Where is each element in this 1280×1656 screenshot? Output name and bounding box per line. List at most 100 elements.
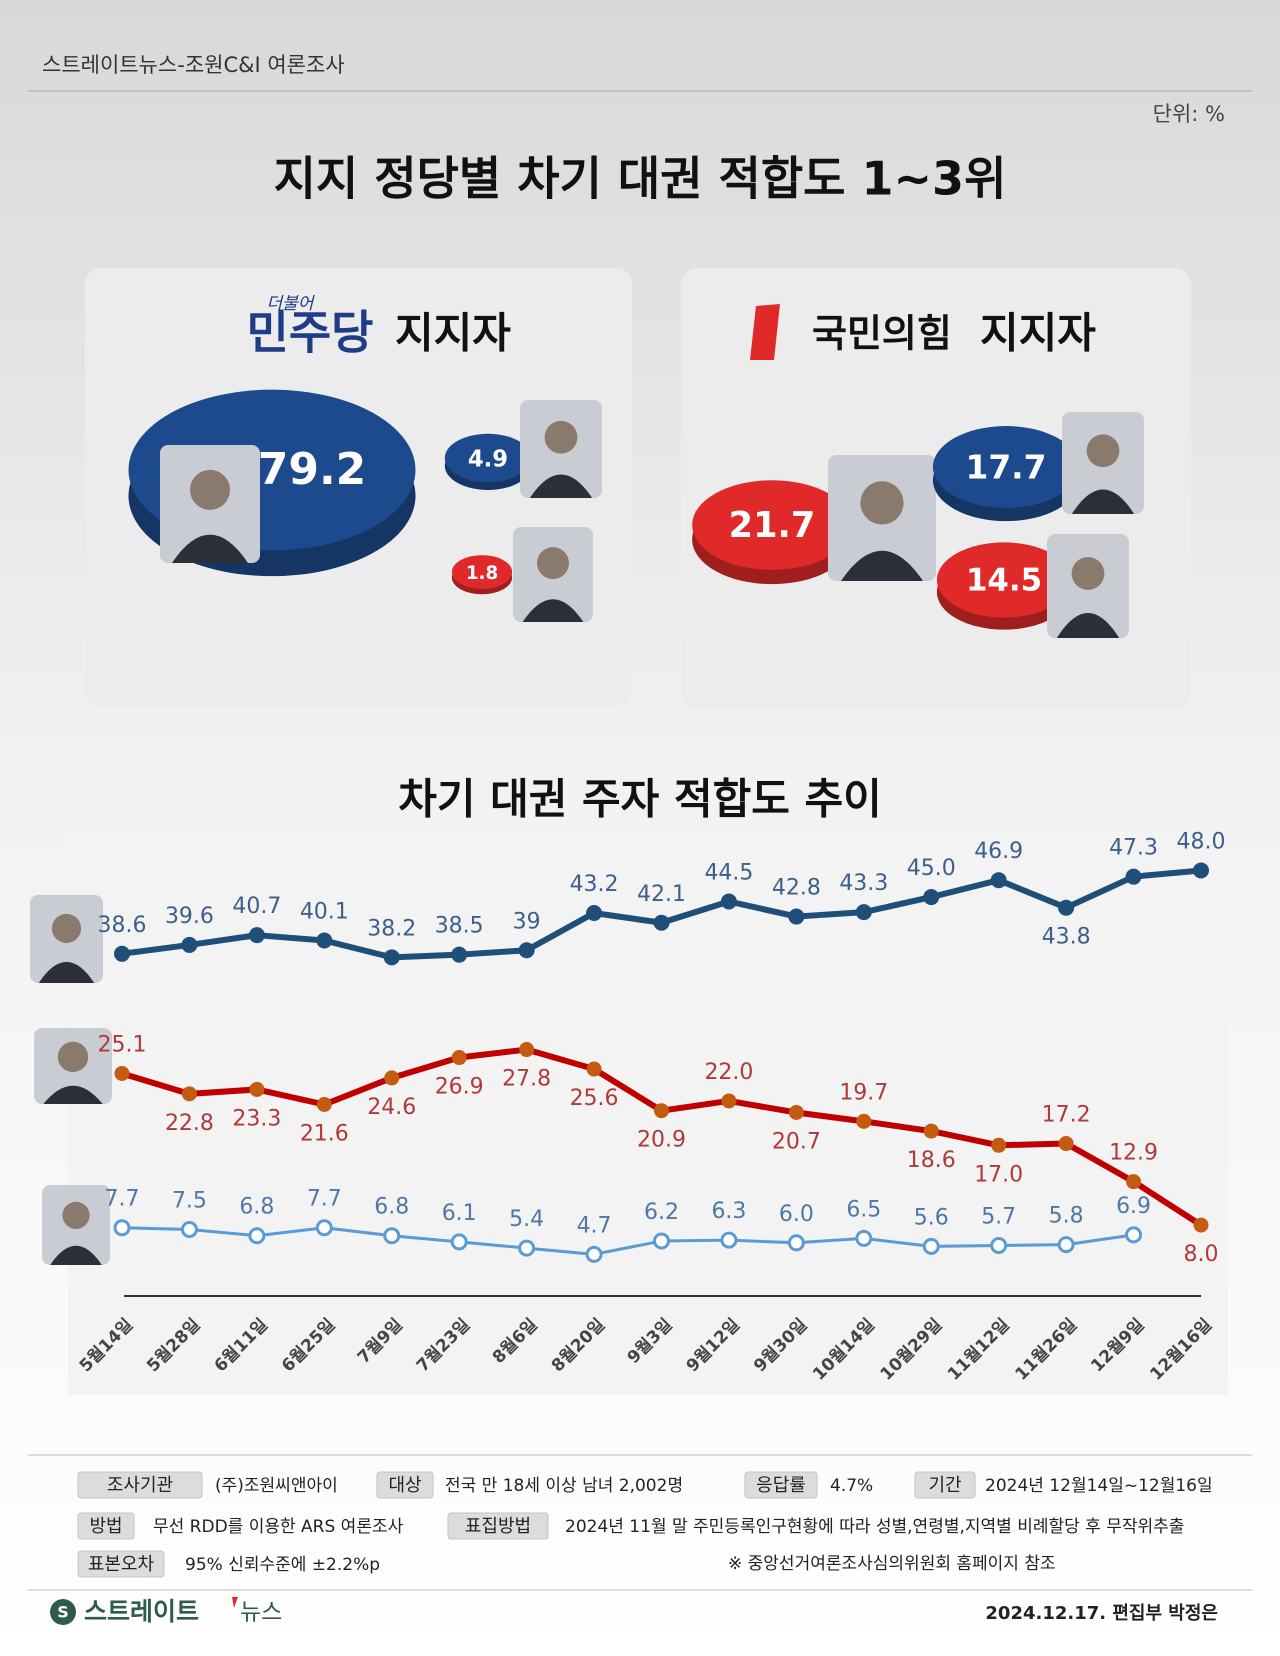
photo-head	[51, 913, 82, 944]
point	[653, 914, 670, 931]
data-label: 42.1	[637, 882, 686, 907]
point	[855, 904, 872, 921]
photo-head	[190, 469, 230, 510]
photo-head	[537, 547, 569, 580]
photo-body	[1071, 489, 1135, 514]
point	[1126, 1174, 1142, 1190]
survey-label: 대상	[388, 1475, 421, 1496]
point	[586, 905, 603, 922]
point	[856, 1113, 872, 1129]
photo-head	[1071, 557, 1105, 590]
point	[383, 949, 400, 966]
brand-sub: 뉴스	[240, 1600, 282, 1626]
chart-title: 차기 대권 주자 적합도 추이	[398, 775, 882, 824]
survey-label: 표집방법	[465, 1516, 531, 1537]
point	[720, 893, 737, 910]
point	[923, 889, 940, 906]
data-label: 17.2	[1042, 1103, 1091, 1128]
photo-body	[522, 599, 584, 622]
photo-head	[544, 420, 578, 454]
data-label: 39.6	[165, 904, 214, 929]
point	[1193, 1217, 1209, 1233]
plot-area	[68, 830, 1228, 1395]
point	[451, 1050, 467, 1066]
survey-label: 조사기관	[107, 1475, 173, 1496]
source: 스트레이트뉴스-조원C&I 여론조사	[42, 53, 345, 77]
point	[1058, 899, 1075, 916]
point	[990, 872, 1007, 889]
point	[114, 1065, 130, 1081]
label-box	[77, 1512, 135, 1540]
point	[922, 1237, 940, 1255]
data-label: 48.0	[1177, 829, 1226, 854]
data-label: 45.0	[907, 856, 956, 881]
point	[519, 1042, 535, 1058]
byline: 2024.12.17. 편집부 박정은	[985, 1603, 1218, 1624]
point	[518, 942, 535, 959]
data-label: 23.3	[232, 1106, 281, 1131]
data-label: 44.5	[704, 860, 753, 885]
data-label: 39	[513, 909, 541, 934]
photo-body	[1056, 613, 1120, 638]
data-label: 6.2	[644, 1200, 679, 1225]
data-label: 43.8	[1042, 925, 1091, 950]
data-label: 43.3	[839, 871, 888, 896]
data-label: 27.8	[502, 1067, 551, 1092]
data-label: 47.3	[1109, 836, 1158, 861]
point	[180, 1221, 198, 1239]
photo-head	[860, 481, 904, 525]
data-label: 40.1	[300, 899, 349, 924]
bubble-label: 14.5	[966, 563, 1042, 599]
point	[518, 1239, 536, 1257]
bubble	[451, 555, 513, 589]
point	[450, 1233, 468, 1251]
note: ※ 중앙선거여론조사심의위원회 홈페이지 참조	[728, 1554, 1056, 1574]
data-label: 6.8	[239, 1195, 274, 1220]
data-label: 17.0	[974, 1162, 1023, 1187]
point	[923, 1123, 939, 1139]
data-label: 8.0	[1184, 1242, 1219, 1267]
survey-value: 무선 RDD를 이용한 ARS 여론조사	[153, 1517, 404, 1537]
point	[181, 936, 198, 953]
party-name: 민주당	[247, 306, 374, 360]
bubble-label: 79.2	[258, 444, 367, 495]
survey-label: 표본오차	[88, 1554, 155, 1575]
point	[990, 1236, 1008, 1254]
bubble	[444, 433, 532, 483]
photo-body	[840, 550, 924, 581]
data-label: 6.9	[1116, 1194, 1151, 1219]
data-label: 25.6	[570, 1086, 619, 1111]
data-label: 46.9	[974, 839, 1023, 864]
data-label: 24.6	[367, 1095, 416, 1120]
data-label: 42.8	[772, 876, 821, 901]
data-label: 6.1	[442, 1201, 477, 1226]
brand: 스트레이트	[84, 1597, 199, 1626]
point	[991, 1137, 1007, 1153]
photo-head	[57, 1041, 89, 1073]
survey-value: (주)조원씨앤아이	[215, 1476, 338, 1496]
panel-suffix: 지지자	[980, 309, 1096, 358]
point	[315, 1219, 333, 1237]
data-label: 43.2	[570, 872, 619, 897]
point	[249, 1081, 265, 1097]
survey-value: 2024년 11월 말 주민등록인구현황에 따라 성별,연령별,지역별 비례할당…	[565, 1517, 1184, 1537]
bubble	[936, 542, 1072, 618]
photo-head	[1086, 434, 1120, 468]
party-logo	[750, 304, 780, 360]
point	[720, 1231, 738, 1249]
point	[653, 1232, 670, 1250]
party-name: 국민의힘	[812, 312, 952, 356]
label-box	[744, 1471, 818, 1499]
survey-value: 95% 신뢰수준에 ±2.2%p	[185, 1555, 380, 1575]
bubble-label: 21.7	[729, 505, 816, 546]
survey-value: 4.7%	[830, 1476, 873, 1496]
label-box	[447, 1512, 549, 1540]
data-label: 7.7	[307, 1187, 342, 1212]
brand-icon	[50, 1599, 76, 1625]
unit: 단위: %	[1153, 102, 1225, 126]
label-box	[914, 1471, 976, 1499]
label-box	[77, 1471, 203, 1499]
data-label: 5.8	[1049, 1204, 1084, 1229]
data-label: 20.9	[637, 1128, 686, 1153]
